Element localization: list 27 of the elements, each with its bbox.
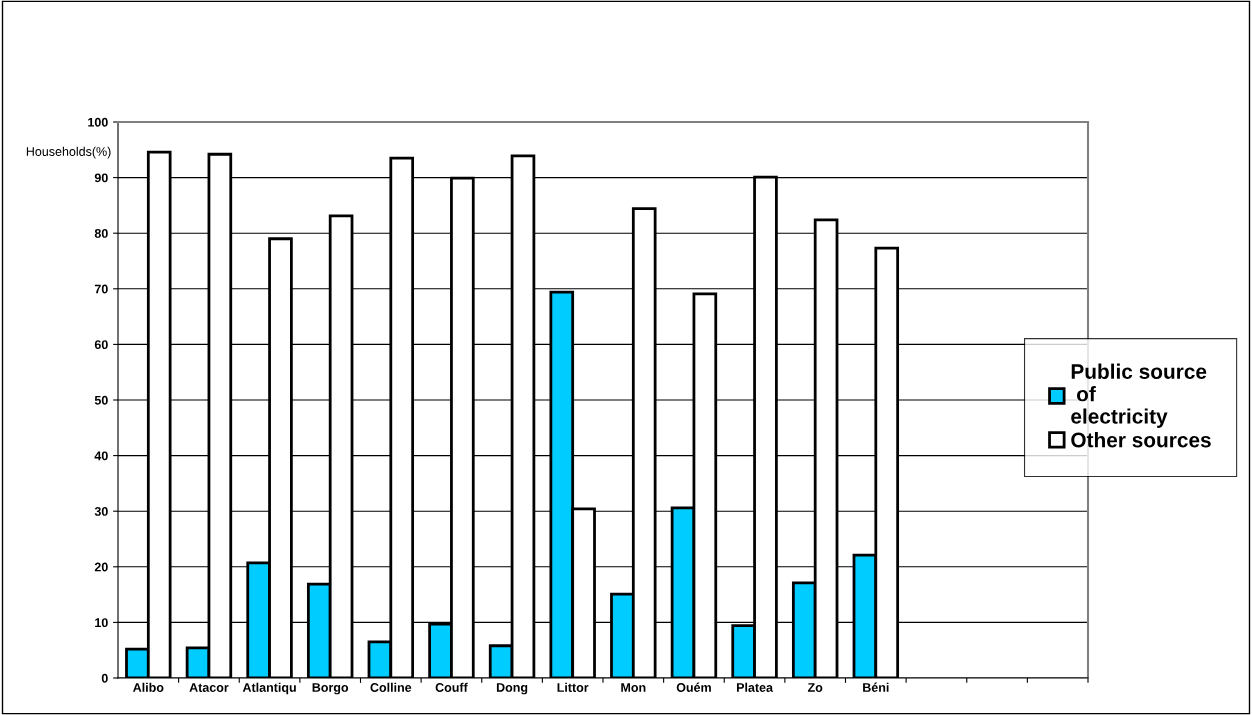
x-tick-label: Alibo bbox=[133, 682, 164, 692]
x-tick-label: Atacor bbox=[189, 683, 229, 692]
x-tick-label: Atlantiqu bbox=[242, 682, 296, 695]
y-tick-label: 30 bbox=[94, 507, 108, 516]
y-tick-label: 40 bbox=[94, 451, 108, 461]
y-tick-label: 70 bbox=[94, 284, 108, 294]
legend-label: Public source of electricity bbox=[1071, 363, 1207, 428]
y-tick-label: 80 bbox=[94, 229, 108, 238]
x-tick-label: Dong bbox=[496, 683, 528, 695]
y-tick-label: 10 bbox=[95, 618, 108, 628]
y-axis-title: Households(%) bbox=[26, 146, 111, 159]
y-tick-label: 90 bbox=[94, 173, 108, 183]
y-tick-label: 60 bbox=[94, 340, 108, 350]
x-tick-label: Zo bbox=[807, 683, 823, 692]
x-tick-label: Couff bbox=[435, 682, 468, 692]
x-tick-label: Borgo bbox=[312, 683, 349, 695]
x-tick-label: Ouém bbox=[676, 682, 711, 692]
y-tick-label: 50 bbox=[94, 395, 108, 405]
y-tick-label: 20 bbox=[94, 562, 108, 572]
x-tick-label: Mon bbox=[621, 683, 646, 692]
legend-label: Other sources bbox=[1071, 432, 1211, 448]
x-tick-label: Littor bbox=[557, 682, 589, 692]
x-tick-label: Colline bbox=[370, 682, 412, 692]
x-tick-label: Béni bbox=[863, 682, 889, 692]
x-tick-label: Platea bbox=[736, 682, 774, 692]
y-tick-label: 100 bbox=[88, 117, 108, 127]
y-tick-label: 0 bbox=[101, 673, 108, 683]
